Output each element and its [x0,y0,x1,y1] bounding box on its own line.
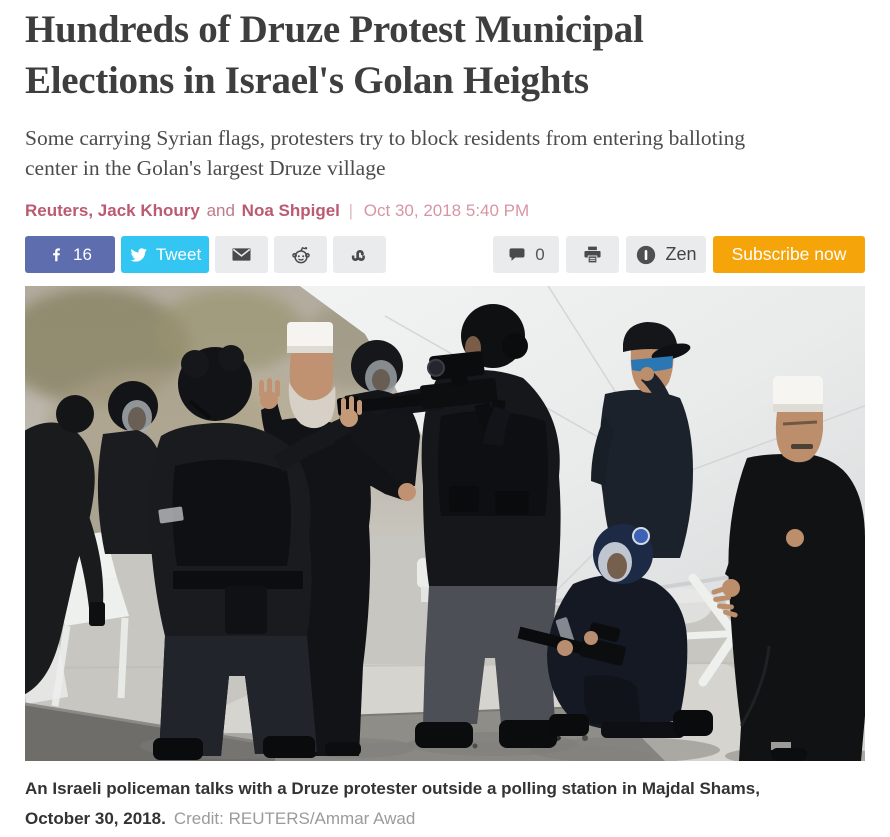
zen-circle-icon [635,244,657,266]
tweet-button[interactable]: Tweet [121,236,209,274]
stumbleupon-share-button[interactable] [333,236,386,274]
comments-count: 0 [535,244,545,264]
zen-mode-button[interactable]: Zen [626,236,706,274]
author-link-reuters[interactable]: Reuters [25,201,89,221]
facebook-share-count: 16 [73,244,92,264]
reddit-alien-icon [290,244,312,266]
headline: Hundreds of Druze Protest Municipal Elec… [25,8,644,103]
author-link-noa-shpigel[interactable]: Noa Shpigel [241,201,340,221]
stumbleupon-icon [349,244,371,266]
photo-credit: Credit: REUTERS/Ammar Awad [173,808,416,828]
zen-label: Zen [665,244,697,265]
author-link-jack-khoury[interactable]: Jack Khoury [97,201,200,221]
printer-icon [582,244,603,265]
twitter-bird-icon [129,245,148,264]
byline-separator: | [348,201,354,221]
article-timestamp: Oct 30, 2018 5:40 PM [363,201,530,221]
envelope-icon [231,244,252,265]
photo-caption-text: An Israeli policeman talks with a Druze … [25,779,760,828]
subscribe-label: Subscribe now [731,244,847,265]
comments-button[interactable]: 0 [493,236,559,274]
byline-and: and [206,201,235,221]
facebook-share-button[interactable]: 16 [25,236,115,274]
article-photo [25,286,865,762]
subheadline: Some carrying Syrian flags, protesters t… [25,125,746,181]
byline-comma: , [88,201,94,221]
email-share-button[interactable] [215,236,268,274]
print-button[interactable] [566,236,619,274]
facebook-f-icon [48,246,65,263]
reddit-share-button[interactable] [274,236,327,274]
tweet-label: Tweet [155,244,202,264]
byline: Reuters, Jack Khoury and Noa Shpigel | O… [25,201,865,221]
subscribe-now-button[interactable]: Subscribe now [713,236,865,274]
speech-bubble-icon [507,245,527,265]
share-bar: 16 Tweet [25,236,865,274]
photo-caption: An Israeli policeman talks with a Druze … [25,774,865,834]
share-bar-right: 0 Zen Subscribe now [493,236,865,274]
article-photo-block: An Israeli policeman talks with a Druze … [25,286,865,834]
